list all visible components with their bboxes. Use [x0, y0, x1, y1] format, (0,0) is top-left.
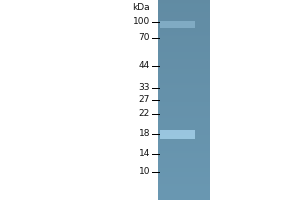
- Text: 22: 22: [139, 110, 150, 118]
- Text: 18: 18: [139, 130, 150, 138]
- Text: kDa: kDa: [132, 3, 150, 12]
- Text: 100: 100: [133, 18, 150, 26]
- Text: 33: 33: [139, 84, 150, 92]
- Text: 10: 10: [139, 168, 150, 176]
- Text: 14: 14: [139, 150, 150, 158]
- Text: 44: 44: [139, 62, 150, 71]
- Text: 27: 27: [139, 96, 150, 104]
- Text: 70: 70: [139, 33, 150, 43]
